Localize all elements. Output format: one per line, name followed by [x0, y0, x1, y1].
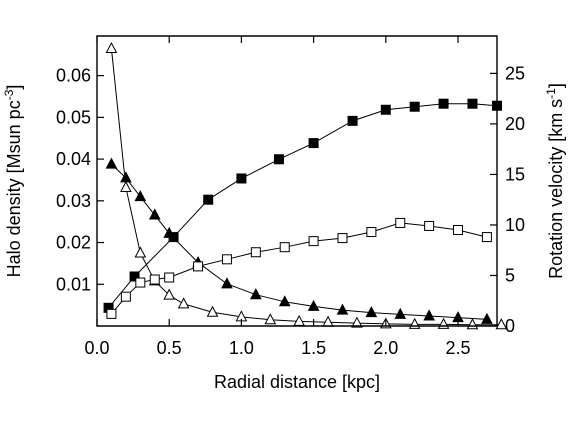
data-point-triangle — [322, 315, 334, 327]
data-point-square — [129, 271, 140, 282]
data-point-square — [395, 217, 406, 228]
data-point-triangle — [120, 171, 132, 183]
data-point-triangle — [278, 295, 291, 307]
data-point-square — [273, 154, 284, 165]
ticks-layer: 0.0 0.5 1.0 1.5 2.0 2.5 0.01 0.02 0.03 0.04 0.05 0.… — [56, 36, 525, 358]
y-left-tick-label: 0.04 — [56, 149, 91, 169]
y-left-tick-label: 0.02 — [56, 233, 91, 253]
y-left-axis-title: Halo density [Msun pc-3] — [2, 85, 24, 278]
series-2 — [105, 41, 508, 330]
data-point-triangle — [177, 297, 190, 309]
x-tick-label: 1.5 — [301, 338, 326, 358]
x-axis-title: Radial distance [kpc] — [214, 372, 380, 392]
series-line — [111, 163, 487, 320]
data-point-square — [409, 101, 420, 112]
y-left-tick-label: 0.06 — [56, 66, 91, 86]
y-left-tick-label: 0.03 — [56, 191, 91, 211]
y-right-tick-label: 0 — [505, 316, 515, 336]
y-right-tick-label: 10 — [505, 215, 525, 235]
series-4 — [106, 217, 492, 319]
y-right-axis-title: Rotation velocity [km s-1] — [544, 83, 566, 279]
series-line — [110, 48, 502, 326]
data-point-triangle — [250, 288, 262, 300]
data-point-square — [250, 247, 261, 258]
y-right-tick-label: 15 — [505, 164, 525, 184]
data-point-square — [438, 98, 449, 109]
data-point-square — [168, 232, 179, 243]
y-right-tick-label: 25 — [505, 63, 525, 83]
data-point-triangle — [351, 316, 363, 328]
data-point-triangle — [148, 208, 161, 220]
data-point-square — [236, 173, 247, 184]
data-point-square — [347, 115, 358, 126]
data-point-square — [193, 261, 204, 272]
y-right-tick-label: 5 — [505, 265, 515, 285]
x-tick-label: 2.5 — [445, 338, 470, 358]
data-point-square — [164, 272, 175, 283]
y-left-tick-label: 0.01 — [56, 274, 91, 294]
data-point-triangle — [495, 318, 508, 330]
data-point-square — [203, 194, 214, 205]
data-point-square — [424, 220, 435, 231]
data-point-triangle — [134, 190, 147, 202]
data-point-square — [481, 232, 492, 243]
data-point-triangle — [408, 317, 421, 329]
data-point-triangle — [105, 157, 118, 169]
data-point-square — [279, 242, 290, 253]
data-point-triangle — [221, 277, 233, 289]
data-point-triangle — [394, 307, 407, 319]
x-tick-label: 1.0 — [229, 338, 254, 358]
data-point-square — [149, 274, 160, 285]
data-point-triangle — [437, 317, 450, 329]
y-left-tick-label: 0.05 — [56, 107, 91, 127]
data-point-square — [380, 104, 391, 115]
data-point-square — [453, 225, 464, 236]
series-layer — [103, 41, 508, 330]
data-point-triangle — [206, 305, 219, 317]
x-tick-label: 0.0 — [84, 338, 109, 358]
data-point-triangle — [481, 312, 493, 324]
data-point-square — [120, 291, 131, 302]
data-point-square — [308, 236, 319, 247]
data-point-triangle — [134, 246, 147, 258]
data-point-triangle — [120, 180, 132, 192]
y-right-tick-label: 20 — [505, 114, 525, 134]
data-point-square — [308, 138, 319, 149]
data-point-square — [106, 308, 117, 319]
data-point-square — [467, 98, 478, 109]
data-point-triangle — [163, 288, 176, 300]
data-point-square — [337, 233, 348, 244]
series-3 — [103, 98, 502, 313]
data-point-triangle — [336, 303, 349, 315]
series-line — [111, 222, 488, 315]
x-tick-label: 2.0 — [373, 338, 398, 358]
data-point-triangle — [307, 299, 320, 311]
data-point-square — [366, 227, 377, 238]
data-point-triangle — [365, 306, 378, 318]
data-point-square — [135, 277, 146, 288]
x-tick-label: 0.5 — [157, 338, 182, 358]
data-point-square — [221, 254, 232, 265]
data-point-triangle — [105, 41, 118, 54]
data-point-triangle — [423, 309, 435, 321]
data-point-triangle — [293, 314, 305, 326]
data-point-triangle — [264, 313, 277, 325]
data-point-triangle — [466, 318, 479, 330]
